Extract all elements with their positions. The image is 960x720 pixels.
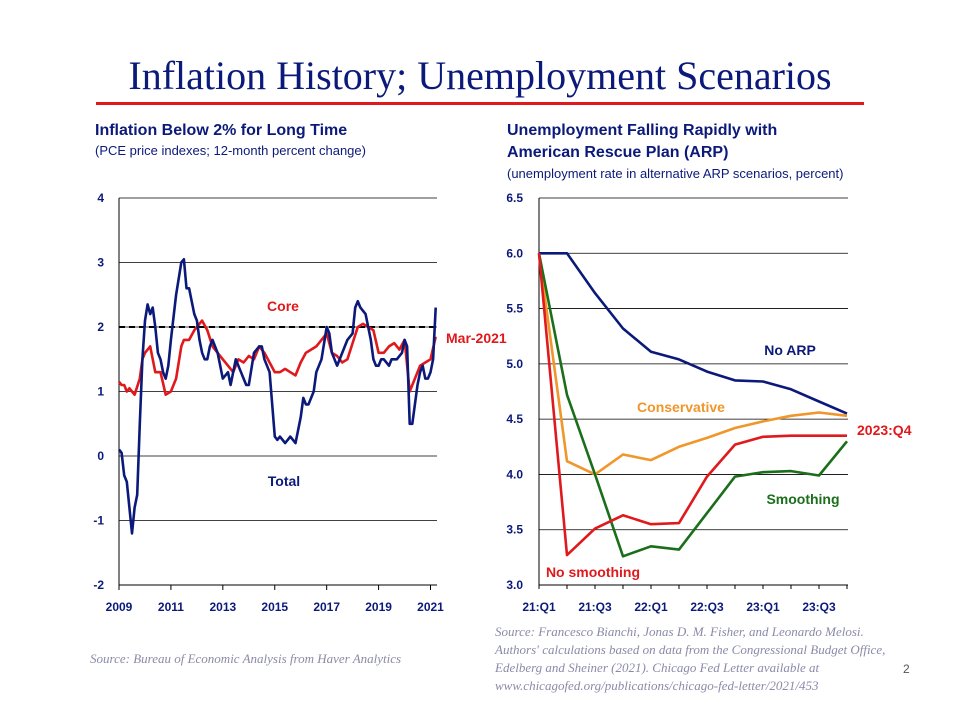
right-y-tick-label: 6.0	[506, 246, 523, 260]
left-y-tick-label: 2	[97, 320, 104, 334]
left-x-tick-label: 2009	[106, 600, 133, 614]
end-period-label: 2023:Q4	[857, 422, 912, 438]
left-y-tick-label: 0	[97, 449, 104, 463]
right-x-tick-label: 23:Q1	[746, 600, 780, 614]
core-series-label: Core	[267, 298, 299, 314]
slide-title: Inflation History; Unemployment Scenario…	[128, 53, 832, 98]
right-source-note: Source: Francesco Bianchi, Jonas D. M. F…	[495, 624, 886, 693]
left-chart-title: Inflation Below 2% for Long Time	[95, 122, 348, 139]
unemployment-chart: 3.0 3.5 4.0 4.5 5.0 5.5 6.0 6.5 21:Q1 21:Q3 22:Q1 2…	[506, 191, 911, 614]
right-y-tick-label: 5.5	[506, 302, 523, 316]
left-chart-subtitle: (PCE price indexes; 12-month percent cha…	[95, 143, 366, 158]
legend-label-no-smoothing: No smoothing	[546, 564, 640, 580]
title-underline	[96, 102, 864, 105]
legend-label-conservative: Conservative	[637, 399, 725, 415]
left-y-tick-label: 4	[97, 191, 104, 205]
left-x-tick-label: 2013	[209, 600, 236, 614]
total-series-label: Total	[268, 473, 300, 489]
right-chart-title-line1: Unemployment Falling Rapidly with	[507, 122, 778, 139]
left-y-tick-label: 1	[97, 385, 104, 399]
left-source-note: Source: Bureau of Economic Analysis from…	[90, 651, 402, 666]
left-y-tick-label: 3	[97, 256, 104, 270]
series-line-no-arp	[539, 252, 848, 415]
left-x-tick-label: 2017	[313, 600, 340, 614]
right-chart-subtitle: (unemployment rate in alternative ARP sc…	[507, 166, 844, 181]
right-x-tick-label: 21:Q3	[578, 600, 612, 614]
series-line-conservative	[537, 253, 848, 476]
legend-label-no-arp: No ARP	[764, 342, 816, 358]
page-number: 2	[903, 662, 910, 676]
left-x-tick-label: 2019	[365, 600, 392, 614]
right-y-tick-label: 3.0	[506, 578, 523, 592]
right-y-tick-label: 3.5	[506, 523, 523, 537]
right-x-tick-label: 22:Q3	[690, 600, 724, 614]
left-x-tick-label: 2011	[158, 600, 184, 614]
right-y-tick-label: 4.5	[506, 412, 523, 426]
right-x-tick-label: 23:Q3	[802, 600, 836, 614]
right-y-tick-label: 6.5	[506, 191, 523, 205]
series-line-total	[117, 257, 437, 535]
series-line-smoothing	[537, 253, 849, 558]
left-x-tick-label: 2015	[261, 600, 288, 614]
left-y-tick-label: -2	[93, 578, 104, 592]
left-x-tick-label: 2021	[417, 600, 444, 614]
right-x-tick-label: 21:Q1	[522, 600, 556, 614]
series-line-no-smoothing	[537, 253, 847, 557]
series-line-core	[117, 319, 437, 397]
left-y-tick-label: -1	[93, 514, 104, 528]
right-y-tick-label: 5.0	[506, 357, 523, 371]
legend-label-smoothing: Smoothing	[766, 491, 839, 507]
right-x-tick-label: 22:Q1	[634, 600, 668, 614]
latest-date-label: Mar-2021	[446, 330, 507, 346]
right-y-tick-label: 4.0	[506, 467, 523, 481]
right-chart-title-line2: American Rescue Plan (ARP)	[507, 144, 729, 161]
inflation-chart: -2 -1 0 1 2 3 4 2009 2011 2013 2015 2017 2019 2021 Cor…	[93, 191, 507, 614]
